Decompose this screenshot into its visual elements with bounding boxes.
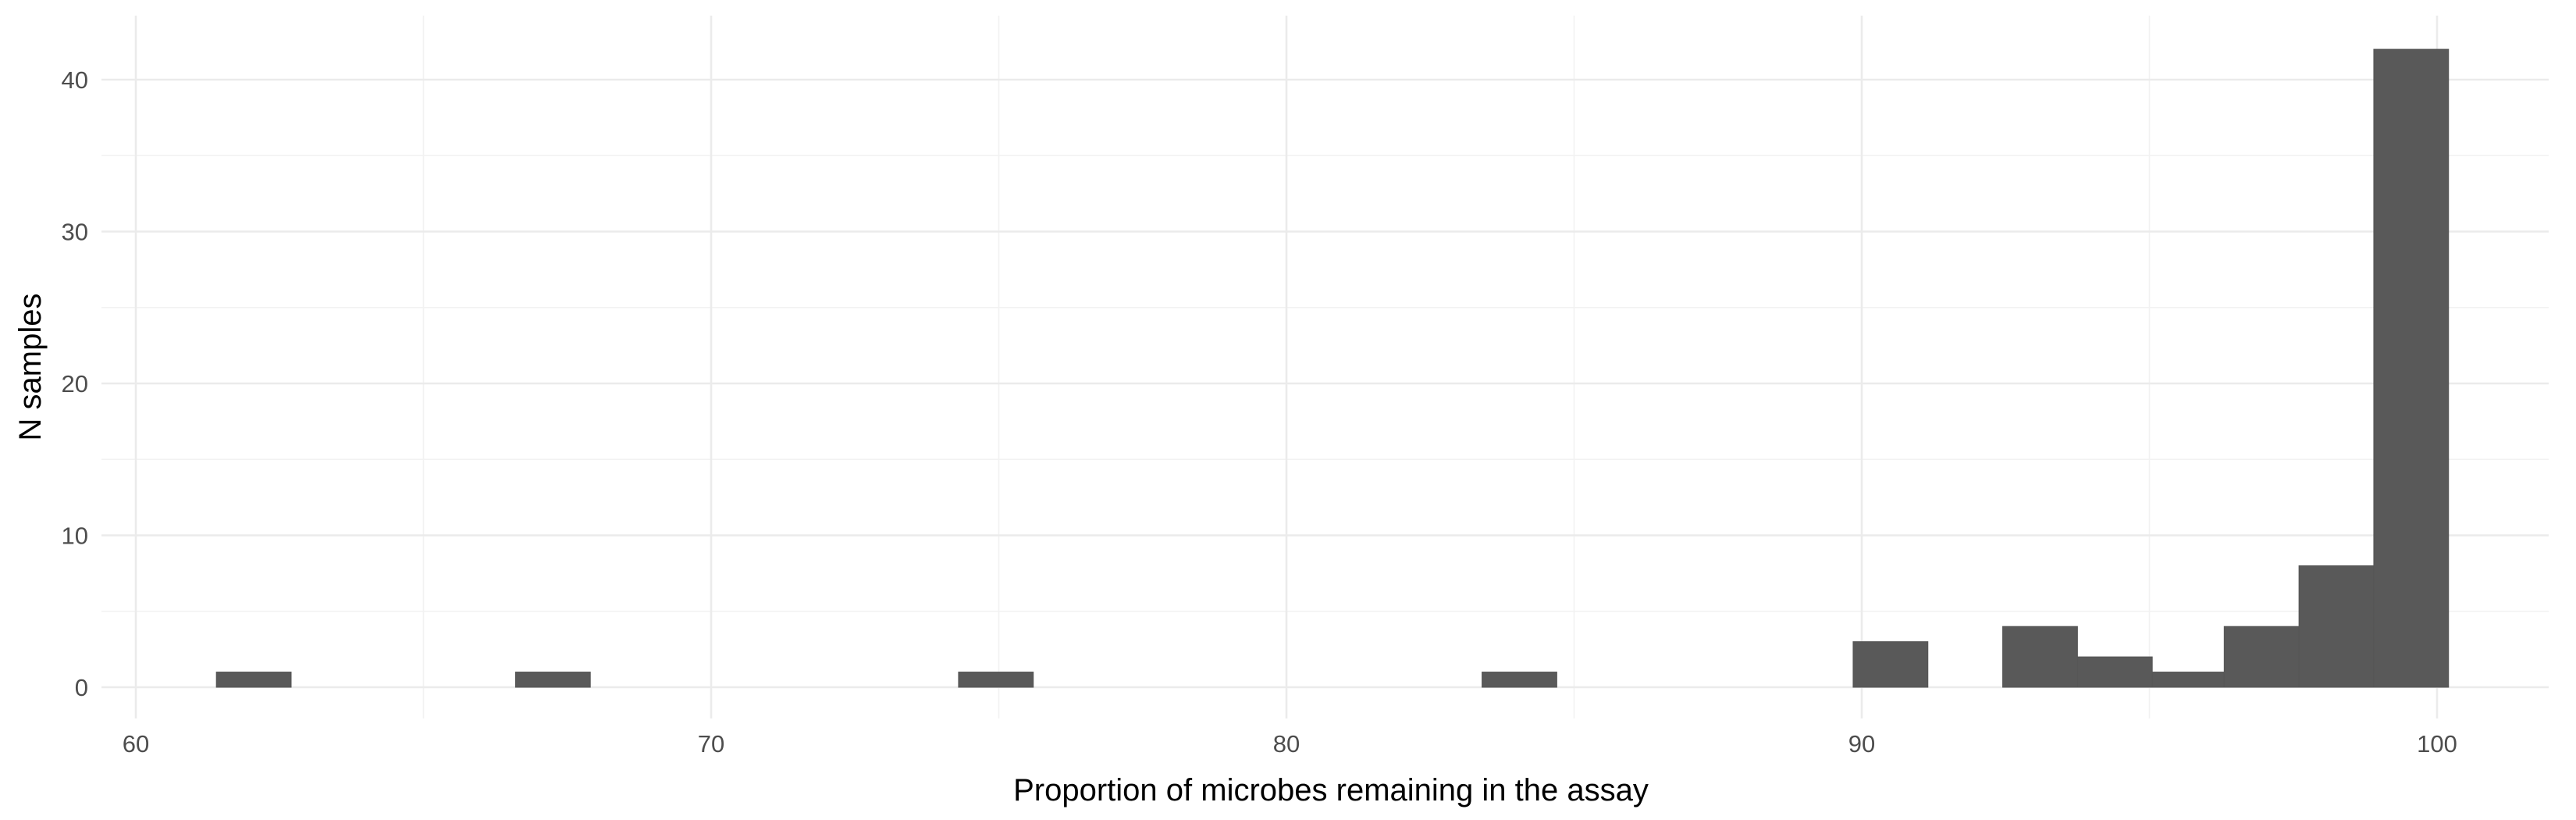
x-axis-title: Proportion of microbes remaining in the … <box>1013 773 1649 808</box>
histogram-bars <box>215 48 2450 688</box>
y-tick-label: 0 <box>75 674 88 701</box>
y-axis-title: N samples <box>13 294 48 441</box>
y-tick-label: 40 <box>62 66 88 94</box>
x-axis-tick-labels: 60 70 80 90 100 <box>123 730 2457 758</box>
x-tick-label: 70 <box>698 730 724 758</box>
histogram-bar <box>2298 565 2375 688</box>
x-tick-label: 80 <box>1273 730 1300 758</box>
histogram-bar <box>2076 656 2153 688</box>
histogram-bar <box>514 672 591 688</box>
x-tick-label: 90 <box>1848 730 1875 758</box>
minor-gridlines <box>101 16 2549 718</box>
histogram-bar <box>1482 672 1557 688</box>
histogram-bar <box>215 672 292 688</box>
histogram-bar <box>2151 672 2225 688</box>
y-axis-tick-labels: 0 10 20 30 40 <box>62 66 88 701</box>
histogram-bar <box>2002 626 2078 688</box>
histogram-bar <box>1852 641 1929 688</box>
x-tick-label: 100 <box>2417 730 2457 758</box>
histogram-bar <box>958 672 1034 688</box>
histogram-bar <box>2223 626 2300 688</box>
y-tick-label: 20 <box>62 370 88 398</box>
y-tick-label: 10 <box>62 522 88 550</box>
x-tick-label: 60 <box>123 730 149 758</box>
major-gridlines <box>101 16 2549 718</box>
histogram-bar <box>2373 48 2450 688</box>
y-tick-label: 30 <box>62 219 88 246</box>
